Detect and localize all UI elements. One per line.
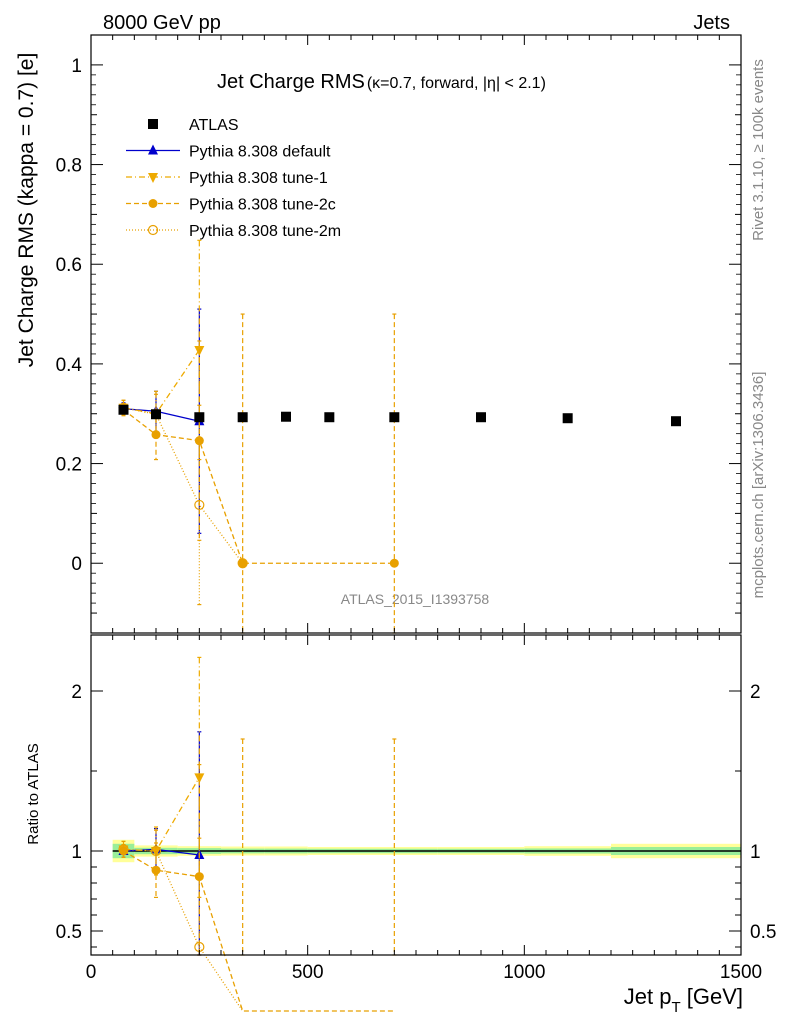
ratio-point-2-2 — [194, 773, 205, 784]
legend-label-4: Pythia 8.308 tune-2m — [189, 223, 341, 240]
x-tick-label-500: 500 — [292, 962, 324, 983]
main-atlas-point-3 — [237, 412, 248, 423]
mcplots-reference-label: mcplots.cern.ch [arXiv:1306.3436] — [750, 372, 767, 599]
ratio-point-4-1 — [150, 845, 162, 857]
main-y-tick-label-4: 0.8 — [56, 156, 82, 177]
main-atlas-point-5 — [324, 412, 335, 423]
ratio-y-tick-label-2: 2 — [71, 682, 82, 703]
legend-label-3: Pythia 8.308 tune-2c — [189, 197, 336, 214]
main-y-tick-label-1: 0.2 — [56, 455, 82, 476]
legend-marker-2 — [148, 173, 158, 183]
x-tick-label-1000: 1000 — [503, 962, 545, 983]
ratio-y-tick-label-right-1: 1 — [750, 842, 761, 863]
main-y-tick-label-2: 0.4 — [56, 355, 83, 376]
main-atlas-point-0 — [118, 404, 129, 415]
legend-marker-0 — [148, 119, 158, 129]
main-atlas-point-4 — [281, 411, 291, 422]
main-atlas-point-8 — [562, 413, 573, 424]
ratio-plot-frame — [90, 634, 742, 956]
analysis-watermark: ATLAS_2015_I1393758 — [341, 591, 490, 607]
ratio-y-tick-label-right-0: 0.5 — [750, 922, 776, 943]
legend-entry-1: Pythia 8.308 default — [126, 144, 331, 161]
main-line-1 — [123, 408, 200, 422]
chart-subtitle: (κ=0.7, forward, |η| < 2.1) — [367, 75, 546, 92]
legend-label-0: ATLAS — [189, 117, 239, 134]
main-point-3-4 — [389, 558, 399, 568]
main-point-4-3 — [237, 558, 248, 569]
ratio-line-2 — [123, 777, 200, 852]
x-axis-label-unit: [GeV] — [681, 984, 743, 1009]
x-axis-label: Jet pT [GeV] — [624, 984, 743, 1016]
header-right-label: Jets — [693, 12, 730, 34]
main-y-tick-label-3: 0.6 — [56, 255, 82, 276]
ratio-line-3 — [123, 850, 395, 1012]
main-line-2 — [123, 349, 200, 415]
main-point-4-2 — [194, 499, 205, 511]
ratio-y-tick-label-1: 1 — [71, 842, 82, 863]
main-atlas-point-7 — [476, 412, 486, 423]
main-y-axis-label: Jet Charge RMS (kappa = 0.7) [e] — [15, 53, 38, 368]
legend-entry-2: Pythia 8.308 tune-1 — [126, 170, 328, 187]
x-tick-label-1500: 1500 — [720, 962, 762, 983]
ratio-point-3-2 — [194, 872, 204, 882]
main-atlas-point-6 — [389, 412, 400, 423]
legend-marker-4 — [147, 224, 159, 236]
x-axis-label-subscript: T — [671, 999, 680, 1016]
main-point-3-2 — [194, 436, 204, 446]
header-left-label: 8000 GeV pp — [103, 12, 221, 34]
main-y-tick-label-5: 1 — [71, 56, 82, 77]
ratio-point-4-0 — [118, 844, 129, 855]
legend-entry-3: Pythia 8.308 tune-2c — [126, 197, 336, 214]
main-y-tick-label-0: 0 — [71, 554, 82, 575]
ratio-y-tick-label-0: 0.5 — [56, 922, 82, 943]
main-atlas-point-2 — [194, 412, 205, 423]
chart-title: Jet Charge RMS (κ=0.7, forward, |η| < 2.1… — [217, 71, 546, 93]
x-tick-label-0: 0 — [86, 962, 97, 983]
main-line-3 — [123, 409, 395, 564]
legend-entry-0: ATLAS — [148, 117, 239, 134]
main-atlas-point-9 — [671, 416, 681, 427]
legend-label-2: Pythia 8.308 tune-1 — [189, 170, 328, 187]
legend-marker-3 — [148, 199, 158, 208]
main-atlas-point-1 — [151, 409, 161, 420]
main-point-3-3 — [238, 558, 248, 568]
main-line-4 — [123, 407, 244, 564]
ratio-y-tick-label-right-2: 2 — [750, 682, 761, 703]
ratio-y-axis-label: Ratio to ATLAS — [25, 743, 42, 844]
legend-label-1: Pythia 8.308 default — [189, 144, 331, 161]
legend-marker-1 — [148, 144, 158, 155]
rivet-version-label: Rivet 3.1.10, ≥ 100k events — [750, 59, 767, 241]
legend-entry-4: Pythia 8.308 tune-2m — [126, 223, 341, 240]
